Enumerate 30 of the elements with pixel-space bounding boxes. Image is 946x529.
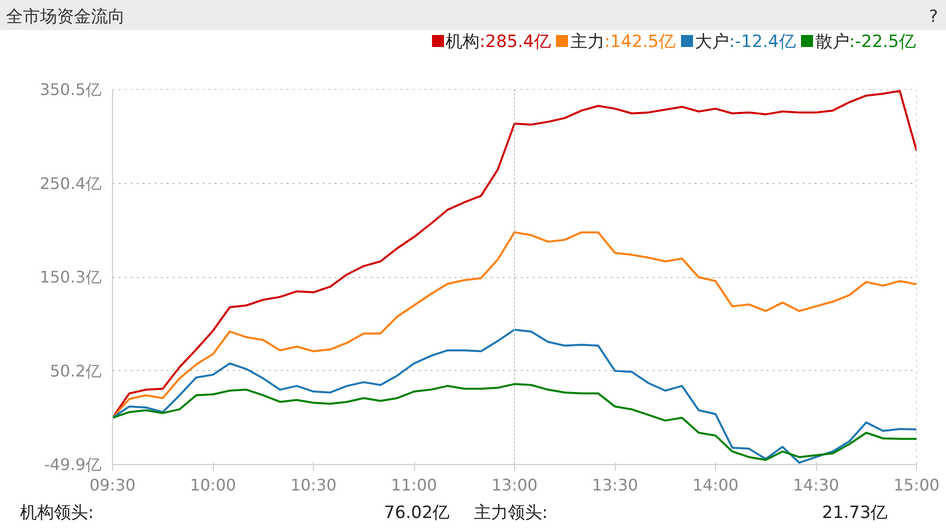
x-tick-label: 10:00 [190,476,236,494]
x-tick-label: 09:30 [89,476,136,494]
text: :142.5亿 [604,32,676,52]
chart-title: 全市场资金流向 [6,6,125,29]
line-series [112,383,916,461]
text: 机构领头: [20,502,94,525]
text: 21.73亿 [822,502,888,525]
y-tick-label: 250.4亿 [40,174,102,193]
y-tick-label: -49.9亿 [44,455,102,474]
y-tick-label: 350.5亿 [40,80,102,99]
x-tick-label: 10:30 [290,476,337,494]
legend-label: 机构 [446,32,480,52]
y-tick-label: 150.3亿 [40,268,102,286]
text: :285.4亿 [480,32,551,52]
text: 主力领头: [474,502,548,525]
text: :-12.4亿 [729,32,796,52]
text: ? [928,6,938,29]
x-tick-label: 13:00 [491,476,538,494]
y-tick-label: 50.2亿 [50,361,102,380]
line-series [112,231,916,419]
x-tick-label: 11:00 [390,476,438,494]
legend-label: 大户 [695,32,730,52]
text: 76.02亿 [384,502,450,525]
x-tick-label: 13:30 [592,476,638,494]
x-tick-label: 14:30 [792,476,840,494]
text: :-22.5亿 [849,32,916,52]
legend-label: 主力 [570,32,604,52]
legend-label: 散户 [815,32,850,52]
x-tick-label: 14:00 [692,476,739,494]
x-tick-label: 15:00 [893,476,940,494]
